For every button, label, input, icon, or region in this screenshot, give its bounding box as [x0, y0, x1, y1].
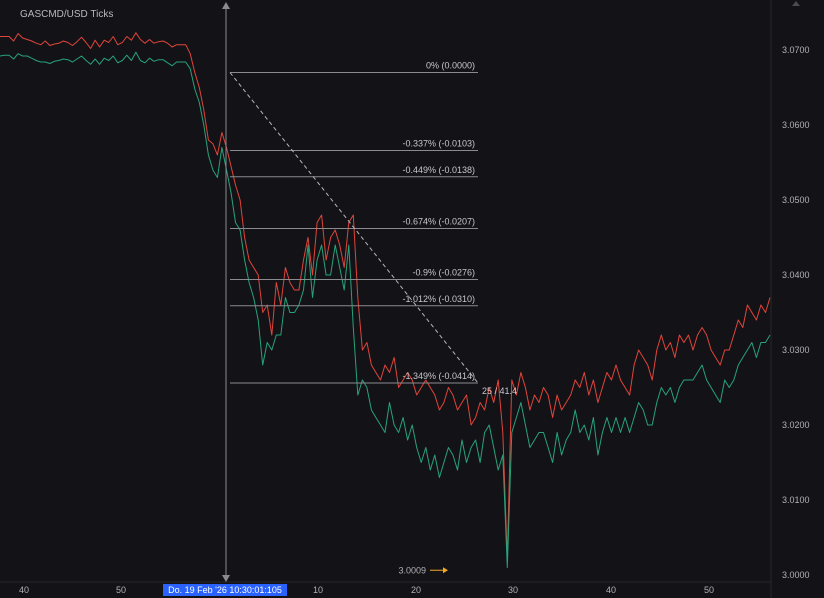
y-tick-label: 3.0400: [782, 270, 810, 280]
y-tick-label: 3.0200: [782, 420, 810, 430]
x-tick-label: 20: [411, 585, 421, 595]
x-tick-label: 30: [508, 585, 518, 595]
chart-title: GASCMD/USD Ticks: [20, 9, 114, 20]
fib-ratio-label: 25 / 41.4: [482, 386, 517, 396]
fib-level-label: -1.349% (-0.0414): [402, 371, 475, 381]
y-tick-label: 3.0700: [782, 45, 810, 55]
y-tick-label: 3.0100: [782, 495, 810, 505]
y-tick-label: 3.0500: [782, 195, 810, 205]
y-tick-label: 3.0600: [782, 120, 810, 130]
crosshair-time-label: Do. 19 Feb '26 10:30:01:105: [168, 585, 282, 595]
fib-level-label: -0.337% (-0.0103): [402, 139, 475, 149]
x-tick-label: 10: [313, 585, 323, 595]
crosshair-top-arrow-icon: [222, 2, 230, 9]
crosshair-time-label-bg: [163, 584, 287, 596]
fib-level-label: 0% (0.0000): [426, 61, 475, 71]
x-tick-label: 40: [19, 585, 29, 595]
bid-price-line: [0, 32, 771, 559]
scroll-up-icon[interactable]: [792, 0, 800, 6]
ask-price-line: [0, 51, 771, 568]
y-tick-label: 3.0300: [782, 345, 810, 355]
crosshair-bottom-arrow-icon: [222, 575, 230, 582]
fib-trend-line[interactable]: [229, 72, 479, 384]
low-price-arrow-icon: [443, 567, 448, 574]
fib-level-label: -0.674% (-0.0207): [402, 217, 475, 227]
x-tick-label: 50: [116, 585, 126, 595]
low-price-label: 3.0009: [398, 565, 426, 575]
fib-level-label: -0.9% (-0.0276): [412, 268, 475, 278]
y-tick-label: 3.0000: [782, 570, 810, 580]
fib-level-label: -0.449% (-0.0138): [402, 165, 475, 175]
x-tick-label: 40: [606, 585, 616, 595]
x-tick-label: 50: [704, 585, 714, 595]
fib-level-label: -1.012% (-0.0310): [402, 294, 475, 304]
